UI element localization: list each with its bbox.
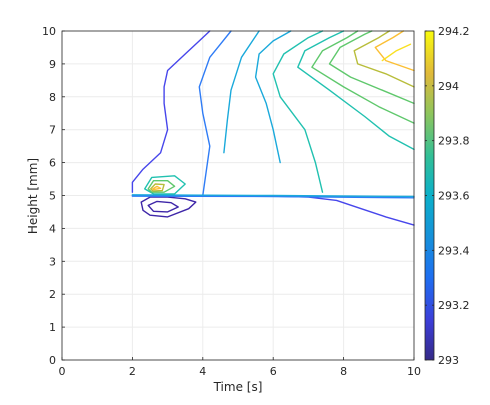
- y-tick-label: 7: [49, 124, 56, 137]
- contour-line: [131, 30, 211, 193]
- contour-line: [147, 200, 179, 213]
- y-tick-label: 10: [42, 25, 56, 38]
- x-tick-label: 8: [340, 365, 347, 378]
- y-tick-label: 9: [49, 58, 56, 71]
- colorbar-ticks: 293 293.2 293.4 293.6 293.8 294 294.2: [425, 25, 470, 367]
- contour-line: [381, 43, 412, 62]
- colorbar-tick-label: 294.2: [438, 25, 470, 38]
- colorbar-tick-label: 293.6: [438, 190, 470, 203]
- contour-line: [152, 185, 162, 191]
- contour-line: [311, 30, 415, 124]
- colorbar-tick-label: 293.4: [438, 244, 470, 257]
- y-axis-label: Height [mm]: [26, 158, 40, 234]
- y-tick-label: 8: [49, 91, 56, 104]
- x-tick-label: 6: [270, 365, 277, 378]
- x-axis-label: Time [s]: [213, 380, 263, 394]
- contour-line: [328, 30, 415, 105]
- x-tick-label: 2: [129, 365, 136, 378]
- y-tick-label: 1: [49, 321, 56, 334]
- contour-line: [254, 30, 292, 164]
- contour-line: [374, 30, 415, 72]
- y-tick-label: 6: [49, 157, 56, 170]
- contour-line: [144, 175, 186, 195]
- contour-line: [147, 180, 176, 193]
- contour-line: [297, 30, 415, 151]
- tick-layer: 0 2 4 6 8 10 0 1 2 3 4 5 6 7 8 9 10: [42, 25, 421, 378]
- contour-layer: [131, 30, 415, 226]
- contour-line: [131, 195, 415, 199]
- colorbar-tick-label: 293.8: [438, 135, 470, 148]
- contour-line: [198, 30, 232, 197]
- contour-line: [150, 183, 165, 192]
- contour-line: [131, 194, 415, 198]
- y-tick-label: 3: [49, 255, 56, 268]
- contour-line: [272, 30, 324, 193]
- y-tick-label: 2: [49, 288, 56, 301]
- contour-line: [223, 30, 260, 154]
- colorbar-tick-label: 294: [438, 80, 459, 93]
- x-tick-label: 4: [199, 365, 206, 378]
- y-tick-label: 0: [49, 354, 56, 367]
- x-tick-label: 0: [59, 365, 66, 378]
- colorbar-tick-label: 293: [438, 354, 459, 367]
- y-tick-label: 4: [49, 222, 56, 235]
- contour-line: [353, 30, 415, 88]
- x-tick-label: 10: [407, 365, 421, 378]
- y-tick-label: 5: [49, 190, 56, 203]
- contour-line: [140, 196, 197, 218]
- colorbar-tick-label: 293.2: [438, 299, 470, 312]
